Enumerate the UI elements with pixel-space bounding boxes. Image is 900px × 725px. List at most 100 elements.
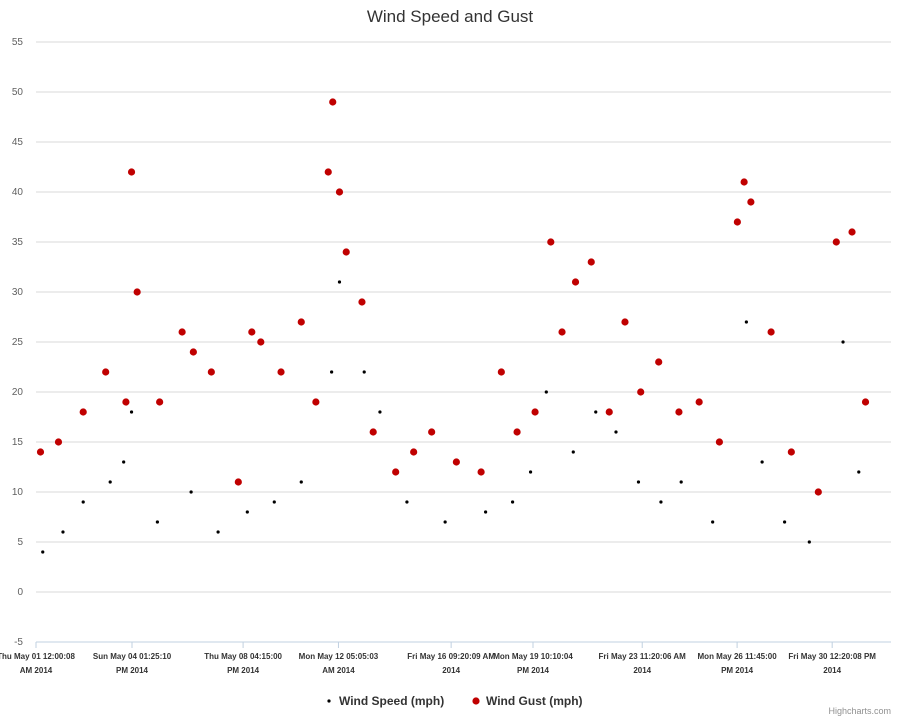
wind-speed-point — [679, 480, 683, 484]
wind-speed-point — [711, 520, 715, 524]
y-tick-label: -5 — [14, 637, 23, 648]
wind-gust-point — [369, 428, 377, 436]
wind-gust-point — [410, 448, 418, 456]
wind-gust-point — [655, 358, 663, 366]
x-tick-label: AM 2014 — [20, 666, 53, 675]
wind-speed-point — [41, 550, 45, 554]
wind-gust-point — [133, 288, 141, 296]
axes: -5 0 5 10 15 20 25 30 35 40 45 50 55 Thu May 01 12:00… — [0, 37, 891, 675]
wind-speed-point — [571, 450, 575, 454]
y-tick-label: 50 — [12, 87, 24, 98]
wind-gust-point — [358, 298, 366, 306]
wind-speed-point — [81, 500, 85, 504]
wind-speed-point — [216, 530, 220, 534]
wind-speed-point — [528, 470, 533, 474]
y-tick-label: 10 — [12, 487, 24, 498]
wind-speed-point — [443, 520, 447, 524]
wind-speed-point — [614, 430, 618, 434]
y-tick-label: 45 — [12, 137, 24, 148]
wind-gust-point — [324, 168, 332, 176]
wind-speed-point — [484, 510, 488, 514]
legend-wind-gust-marker — [472, 697, 480, 705]
wind-speed-point — [857, 470, 861, 474]
wind-speed-point — [378, 410, 382, 414]
wind-speed-point — [544, 390, 548, 394]
wind-gust-point — [513, 428, 521, 436]
wind-gust-point — [675, 408, 683, 416]
wind-gust-point — [297, 318, 305, 326]
x-tick-label: PM 2014 — [721, 666, 754, 675]
legend[interactable]: Wind Speed (mph) Wind Gust (mph) — [327, 694, 583, 708]
wind-gust-point — [428, 428, 436, 436]
x-tick-label: Mon May 19 10:10:04 — [493, 652, 573, 661]
chart-title: Wind Speed and Gust — [367, 7, 534, 26]
x-tick-label: Sun May 04 01:25:10 — [93, 652, 172, 661]
wind-speed-point — [122, 460, 126, 464]
wind-gust-point — [497, 368, 505, 376]
legend-wind-speed-marker — [327, 699, 331, 703]
x-tick-label: Fri May 30 12:20:08 PM — [788, 652, 876, 661]
wind-speed-point — [337, 280, 342, 284]
wind-gust-point — [814, 488, 822, 496]
wind-gust-point — [747, 198, 755, 206]
wind-speed-point — [272, 500, 276, 504]
wind-speed-point — [299, 480, 303, 484]
wind-speed-point — [61, 530, 65, 534]
y-tick-label: 5 — [17, 537, 23, 548]
legend-wind-speed-label[interactable]: Wind Speed (mph) — [339, 694, 444, 708]
wind-gust-point — [156, 398, 164, 406]
wind-gust-point — [127, 168, 136, 176]
legend-item-wind-gust[interactable]: Wind Gust (mph) — [472, 694, 583, 708]
wind-gust-point — [531, 408, 539, 416]
wind-gust-point — [122, 398, 130, 406]
wind-gust-point — [54, 438, 63, 446]
y-tick-label: 30 — [12, 287, 24, 298]
x-tick-label: 2014 — [823, 666, 841, 675]
wind-gust-point — [248, 328, 256, 336]
wind-speed-point — [330, 370, 334, 374]
wind-gust-point — [715, 438, 724, 446]
wind-gust-point — [695, 398, 703, 406]
wind-gust-point — [477, 468, 485, 476]
wind-speed-point — [636, 480, 641, 484]
wind-gust-point — [861, 398, 870, 406]
wind-gust-point — [234, 478, 242, 486]
y-tick-label: 40 — [12, 187, 24, 198]
wind-speed-series — [41, 280, 861, 554]
wind-speed-point — [245, 510, 249, 514]
wind-gust-point — [571, 278, 580, 286]
wind-gust-point — [587, 258, 595, 266]
credits-link[interactable]: Highcharts.com — [828, 706, 891, 716]
wind-gust-point — [335, 188, 344, 196]
x-tick-label: Fri May 16 09:20:09 AM — [407, 652, 495, 661]
wind-speed-point — [189, 490, 193, 494]
wind-gust-point — [832, 238, 840, 246]
y-tick-label: 20 — [12, 387, 24, 398]
wind-gust-point — [36, 448, 45, 456]
wind-gust-point — [392, 468, 400, 476]
wind-speed-point — [129, 410, 134, 414]
x-tick-label: Thu May 01 12:00:08 — [0, 652, 75, 661]
wind-gust-point — [740, 178, 748, 186]
x-tick-label: Mon May 12 05:05:03 — [299, 652, 379, 661]
y-tick-label: 55 — [12, 37, 24, 48]
wind-speed-point — [807, 540, 811, 544]
wind-gust-point — [277, 368, 285, 376]
wind-speed-point — [841, 340, 845, 344]
wind-speed-point — [155, 520, 159, 524]
wind-speed-point — [782, 520, 787, 524]
x-tick-label: Mon May 26 11:45:00 — [698, 652, 778, 661]
wind-gust-point — [787, 448, 795, 456]
legend-wind-gust-label[interactable]: Wind Gust (mph) — [486, 694, 583, 708]
wind-gust-point — [79, 408, 87, 416]
wind-gust-point — [733, 218, 741, 226]
x-tick-label: PM 2014 — [517, 666, 550, 675]
y-tick-label: 0 — [17, 587, 23, 598]
wind-gust-point — [848, 228, 856, 236]
legend-item-wind-speed[interactable]: Wind Speed (mph) — [327, 694, 444, 708]
wind-gust-point — [547, 238, 555, 246]
x-tick-label: 2014 — [442, 666, 460, 675]
